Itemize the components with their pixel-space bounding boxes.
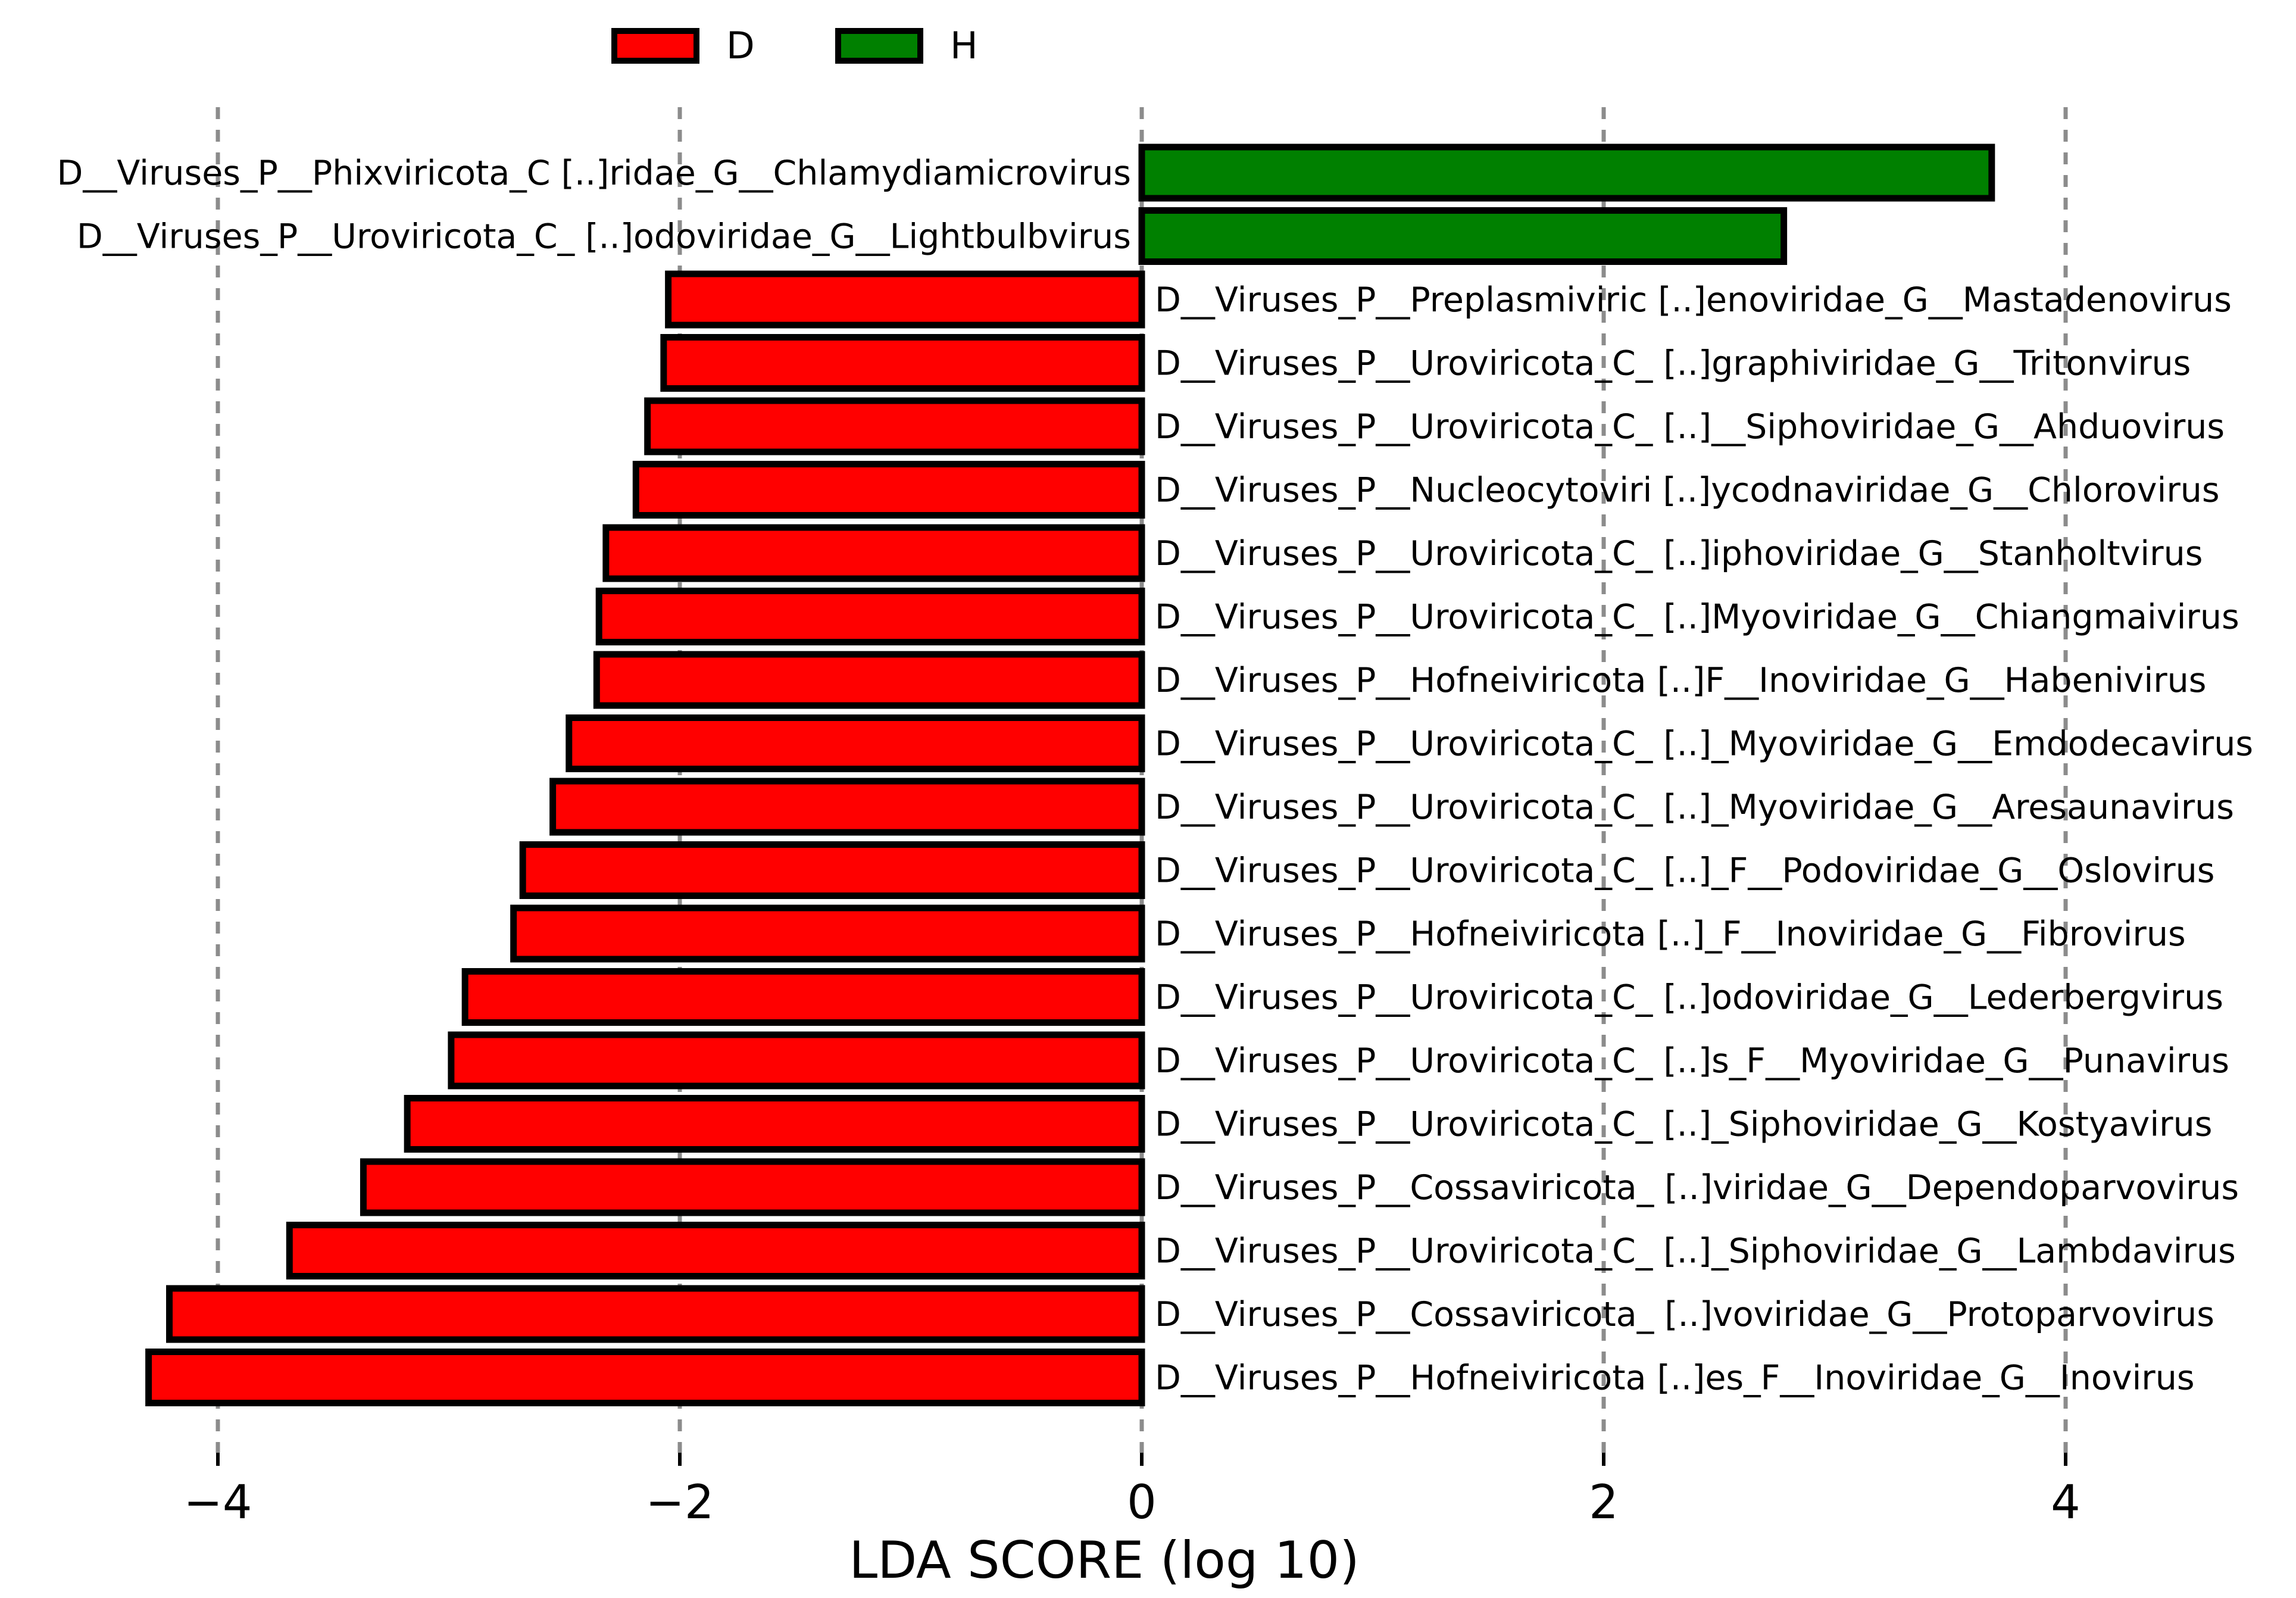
legend-label-D: D bbox=[726, 24, 755, 67]
bar-label-19: D__Viruses_P__Cossaviricota_ [..]vovirid… bbox=[1155, 1295, 2214, 1334]
bar-label-1: D__Viruses_P__Phixviricota_C [..]ridae_G… bbox=[57, 154, 1132, 193]
x-tick-label: 0 bbox=[1127, 1476, 1157, 1530]
x-axis-title: LDA SCORE (log 10) bbox=[849, 1531, 1360, 1590]
bar-4 bbox=[660, 334, 1145, 392]
x-tick-label: −2 bbox=[646, 1476, 714, 1530]
bar-label-10: D__Viruses_P__Uroviricota_C_ [..]_Myovir… bbox=[1155, 725, 2253, 764]
bar-9 bbox=[593, 651, 1145, 709]
bar-13 bbox=[510, 904, 1145, 963]
legend-swatch-H bbox=[835, 28, 923, 64]
bar-12 bbox=[519, 841, 1145, 899]
bar-label-9: D__Viruses_P__Hofneiviricota [..]F__Inov… bbox=[1155, 661, 2206, 700]
bar-label-13: D__Viruses_P__Hofneiviricota [..]_F__Ino… bbox=[1155, 915, 2186, 954]
bar-3 bbox=[665, 270, 1145, 329]
bar-16 bbox=[404, 1095, 1145, 1153]
bar-label-17: D__Viruses_P__Cossaviricota_ [..]viridae… bbox=[1155, 1168, 2239, 1207]
bar-label-2: D__Viruses_P__Uroviricota_C_ [..]odoviri… bbox=[77, 217, 1131, 257]
bar-17 bbox=[360, 1158, 1145, 1216]
bar-label-5: D__Viruses_P__Uroviricota_C_ [..]__Sipho… bbox=[1155, 407, 2225, 447]
bar-label-8: D__Viruses_P__Uroviricota_C_ [..]Myoviri… bbox=[1155, 598, 2239, 637]
bar-label-20: D__Viruses_P__Hofneiviricota [..]es_F__I… bbox=[1155, 1359, 2195, 1398]
bar-label-18: D__Viruses_P__Uroviricota_C_ [..]_Siphov… bbox=[1155, 1232, 2236, 1271]
bar-label-6: D__Viruses_P__Nucleocytoviri [..]ycodnav… bbox=[1155, 471, 2220, 510]
bar-6 bbox=[632, 461, 1145, 519]
x-tick-label: −4 bbox=[184, 1476, 252, 1530]
bar-18 bbox=[286, 1222, 1145, 1279]
bar-1 bbox=[1138, 143, 1995, 202]
legend-label-H: H bbox=[950, 24, 978, 67]
x-axis-ticks: −4 −2 0 2 4 bbox=[184, 1453, 2081, 1530]
bar-2 bbox=[1138, 207, 1788, 265]
bar-label-14: D__Viruses_P__Uroviricota_C_ [..]odoviri… bbox=[1155, 978, 2223, 1018]
x-tick-label: 4 bbox=[2051, 1476, 2081, 1530]
bar-labels: D__Viruses_P__Phixviricota_C [..]ridae_G… bbox=[57, 154, 2254, 1398]
bar-11 bbox=[549, 778, 1145, 836]
bar-20 bbox=[145, 1349, 1145, 1406]
bar-label-11: D__Viruses_P__Uroviricota_C_ [..]_Myovir… bbox=[1155, 788, 2234, 827]
bar-label-4: D__Viruses_P__Uroviricota_C_ [..]graphiv… bbox=[1155, 344, 2191, 383]
bar-label-15: D__Viruses_P__Uroviricota_C_ [..]s_F__My… bbox=[1155, 1041, 2229, 1081]
bars bbox=[145, 143, 1995, 1406]
bar-7 bbox=[602, 524, 1145, 582]
bar-label-16: D__Viruses_P__Uroviricota_C_ [..]_Siphov… bbox=[1155, 1105, 2212, 1144]
bar-15 bbox=[448, 1031, 1145, 1090]
bar-14 bbox=[461, 968, 1145, 1026]
bar-10 bbox=[566, 714, 1145, 772]
x-tick-label: 2 bbox=[1589, 1476, 1619, 1530]
bar-5 bbox=[644, 397, 1145, 455]
bar-8 bbox=[595, 588, 1145, 645]
bar-label-7: D__Viruses_P__Uroviricota_C_ [..]iphovir… bbox=[1155, 534, 2203, 573]
bar-19 bbox=[166, 1285, 1145, 1343]
bar-label-12: D__Viruses_P__Uroviricota_C_ [..]_F__Pod… bbox=[1155, 851, 2214, 891]
legend-swatch-D bbox=[611, 28, 699, 64]
bar-label-3: D__Viruses_P__Preplasmiviric [..]enoviri… bbox=[1155, 280, 2232, 320]
